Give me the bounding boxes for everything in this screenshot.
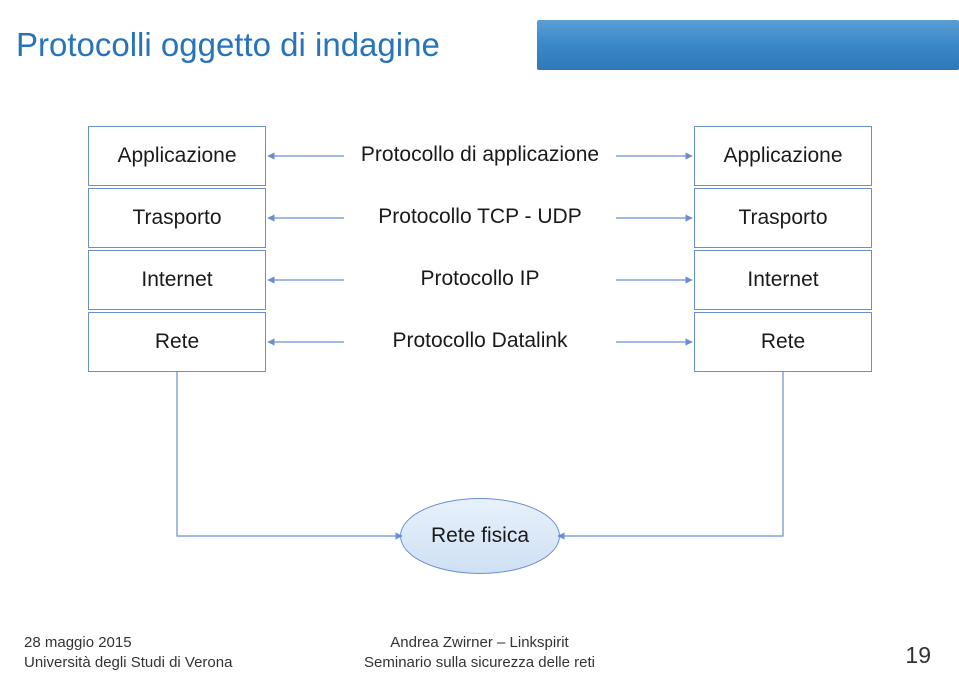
right-layer-label: Trasporto [738, 206, 827, 230]
left-layer-label: Trasporto [132, 206, 221, 230]
physical-network-ellipse: Rete fisica [400, 498, 560, 574]
right-layer-label: Internet [747, 268, 818, 292]
right-layer-internet: Internet [694, 250, 872, 310]
mid-label-datalink: Protocollo Datalink [350, 329, 610, 353]
diagram-area: Applicazione Trasporto Internet Rete App… [0, 100, 959, 620]
page-title: Protocolli oggetto di indagine [16, 26, 440, 63]
right-layer-trasporto: Trasporto [694, 188, 872, 248]
mid-text: Protocollo Datalink [392, 329, 567, 352]
mid-label-applicazione: Protocollo di applicazione [350, 143, 610, 167]
left-layer-label: Applicazione [117, 144, 236, 168]
left-layer-label: Rete [155, 330, 199, 354]
left-layer-trasporto: Trasporto [88, 188, 266, 248]
ellipse-label: Rete fisica [431, 524, 529, 548]
footer-center: Andrea Zwirner – Linkspirit Seminario su… [0, 633, 959, 674]
mid-label-tcp-udp: Protocollo TCP - UDP [350, 205, 610, 229]
left-layer-label: Internet [141, 268, 212, 292]
mid-label-ip: Protocollo IP [350, 267, 610, 291]
left-layer-internet: Internet [88, 250, 266, 310]
mid-text: Protocollo TCP - UDP [378, 205, 581, 228]
mid-text: Protocollo IP [420, 267, 539, 290]
right-layer-applicazione: Applicazione [694, 126, 872, 186]
right-layer-label: Rete [761, 330, 805, 354]
mid-text: Protocollo di applicazione [361, 143, 599, 166]
left-layer-rete: Rete [88, 312, 266, 372]
footer-subtitle: Seminario sulla sicurezza delle reti [0, 653, 959, 673]
left-layer-applicazione: Applicazione [88, 126, 266, 186]
right-layer-label: Applicazione [723, 144, 842, 168]
title-bar: Protocolli oggetto di indagine [0, 20, 959, 70]
footer-author: Andrea Zwirner – Linkspirit [0, 633, 959, 653]
page-number: 19 [905, 642, 931, 669]
right-layer-rete: Rete [694, 312, 872, 372]
